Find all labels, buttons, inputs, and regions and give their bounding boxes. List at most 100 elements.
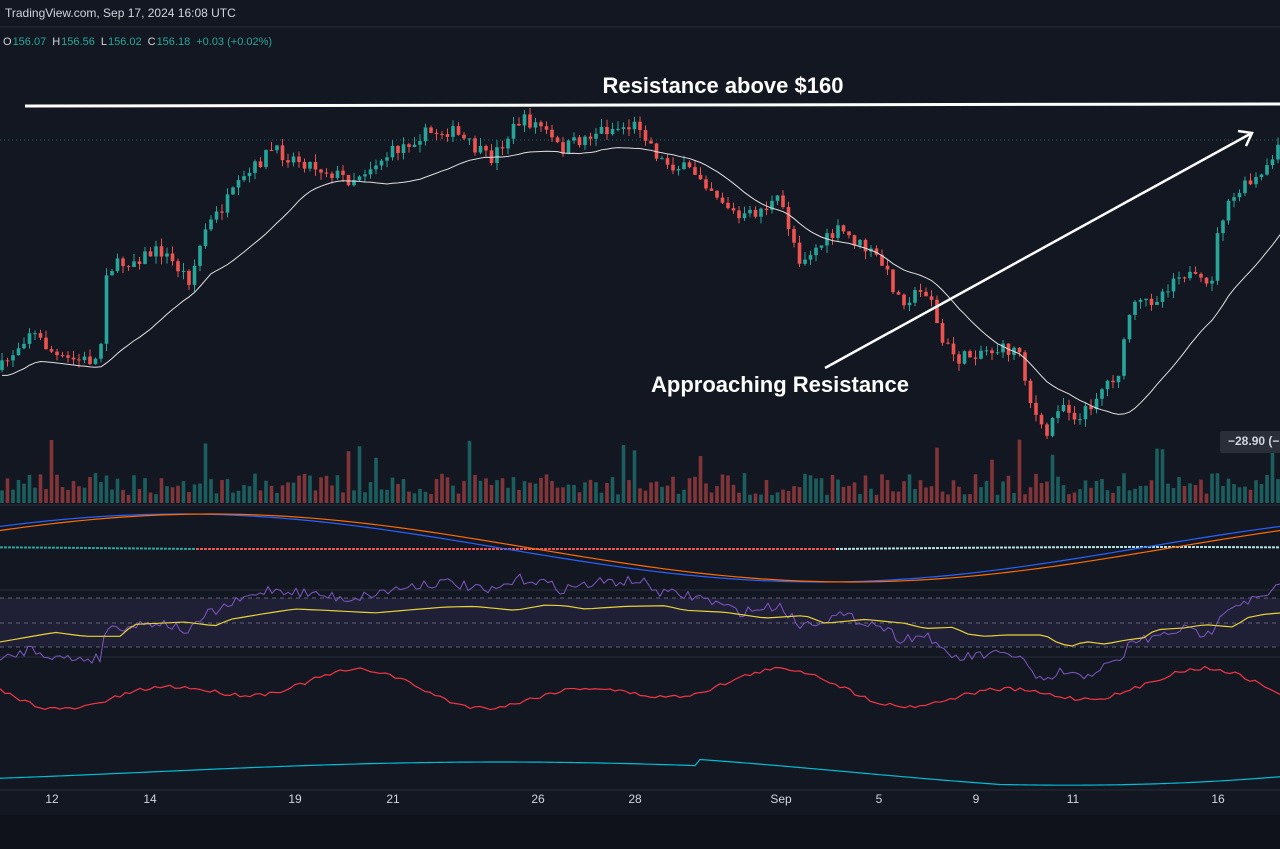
volume-bar: [638, 488, 642, 503]
macd-histogram: [1236, 546, 1239, 549]
candle-body: [863, 239, 868, 252]
macd-histogram: [860, 547, 863, 550]
volume-bar: [1023, 494, 1027, 503]
volume-bar: [231, 492, 235, 503]
volume-bar: [506, 487, 510, 503]
macd-histogram: [1212, 546, 1215, 549]
candle-body: [654, 143, 659, 159]
volume-bar: [49, 440, 54, 503]
macd-histogram: [428, 548, 431, 550]
x-axis-label: 14: [143, 792, 157, 806]
volume-bar: [550, 481, 554, 503]
macd-histogram: [524, 548, 527, 550]
macd-histogram: [836, 547, 839, 550]
volume-bar: [1078, 489, 1082, 503]
macd-histogram: [960, 546, 963, 549]
candle-body: [308, 162, 312, 169]
macd-histogram: [528, 548, 531, 550]
volume-bar: [599, 492, 604, 503]
candle-body: [1276, 144, 1280, 160]
candle-body: [1188, 271, 1192, 279]
macd-histogram: [636, 548, 639, 550]
macd-histogram: [20, 546, 23, 549]
volume-bar: [709, 492, 714, 503]
macd-histogram: [268, 548, 271, 550]
volume-bar: [1193, 484, 1198, 503]
macd-histogram: [368, 548, 371, 550]
macd-histogram: [48, 546, 51, 549]
macd-histogram: [1044, 546, 1047, 549]
macd-histogram: [320, 548, 323, 550]
volume-bar: [1089, 487, 1093, 503]
volume-bar: [170, 487, 175, 503]
candle-body: [682, 162, 686, 170]
candle-body: [671, 164, 675, 171]
volume-bar: [401, 479, 406, 503]
volume-bar: [522, 481, 527, 503]
volume-bar: [1133, 488, 1137, 503]
candle-body: [1254, 177, 1258, 185]
volume-bar: [1094, 480, 1099, 503]
macd-histogram: [1136, 546, 1139, 549]
volume-bar: [940, 491, 945, 503]
macd-histogram: [1112, 546, 1115, 549]
candle-body: [847, 231, 851, 236]
volume-bar: [5, 478, 10, 503]
volume-bar: [1111, 492, 1115, 503]
candle-body: [704, 179, 708, 189]
macd-histogram: [480, 548, 483, 550]
ohlc-value: 156.02: [108, 36, 142, 48]
macd-histogram: [1092, 546, 1095, 549]
macd-histogram: [352, 548, 355, 550]
price-tag-box: [1220, 431, 1280, 453]
candle-body: [588, 136, 593, 139]
candle-body: [676, 169, 681, 171]
macd-histogram: [72, 546, 75, 549]
volume-bar: [786, 491, 791, 503]
macd-histogram: [908, 547, 911, 550]
macd-histogram: [604, 548, 607, 550]
volume-bar: [319, 477, 323, 503]
volume-bar: [1067, 494, 1071, 503]
candle-body: [753, 209, 758, 217]
macd-histogram: [632, 548, 635, 550]
candle-body: [429, 127, 433, 133]
macd-histogram: [764, 548, 767, 550]
volume-bar: [951, 480, 956, 503]
volume-bar: [1215, 473, 1220, 503]
volume-bar: [308, 475, 312, 503]
candle-body: [192, 265, 197, 285]
candle-body: [269, 150, 274, 152]
macd-histogram: [728, 548, 731, 550]
volume-bar: [247, 486, 252, 503]
macd-histogram: [1120, 546, 1123, 549]
candle-body: [280, 145, 285, 161]
macd-histogram: [596, 548, 599, 550]
candle-body: [60, 355, 65, 357]
volume-bar: [93, 473, 98, 503]
candle-body: [1215, 233, 1220, 281]
macd-histogram: [440, 548, 443, 550]
macd-histogram: [88, 546, 91, 549]
volume-bar: [1265, 475, 1269, 503]
volume-bar: [159, 478, 164, 503]
volume-bar: [891, 491, 895, 503]
macd-histogram: [108, 547, 111, 550]
candle-body: [385, 157, 389, 161]
volume-bar: [269, 485, 274, 503]
macd-histogram: [60, 546, 63, 549]
macd-histogram: [436, 548, 439, 550]
candle-body: [297, 156, 301, 162]
candle-body: [1072, 412, 1077, 420]
macd-histogram: [96, 547, 99, 550]
macd-histogram: [84, 546, 87, 549]
macd-histogram: [1072, 546, 1075, 549]
macd-histogram: [1020, 546, 1023, 549]
macd-histogram: [856, 547, 859, 550]
macd-histogram: [1248, 546, 1251, 549]
macd-histogram: [280, 548, 283, 550]
candle-body: [979, 350, 983, 359]
volume-bar: [687, 478, 692, 503]
ohlc-label: C: [148, 36, 156, 48]
volume-bar: [533, 483, 538, 503]
